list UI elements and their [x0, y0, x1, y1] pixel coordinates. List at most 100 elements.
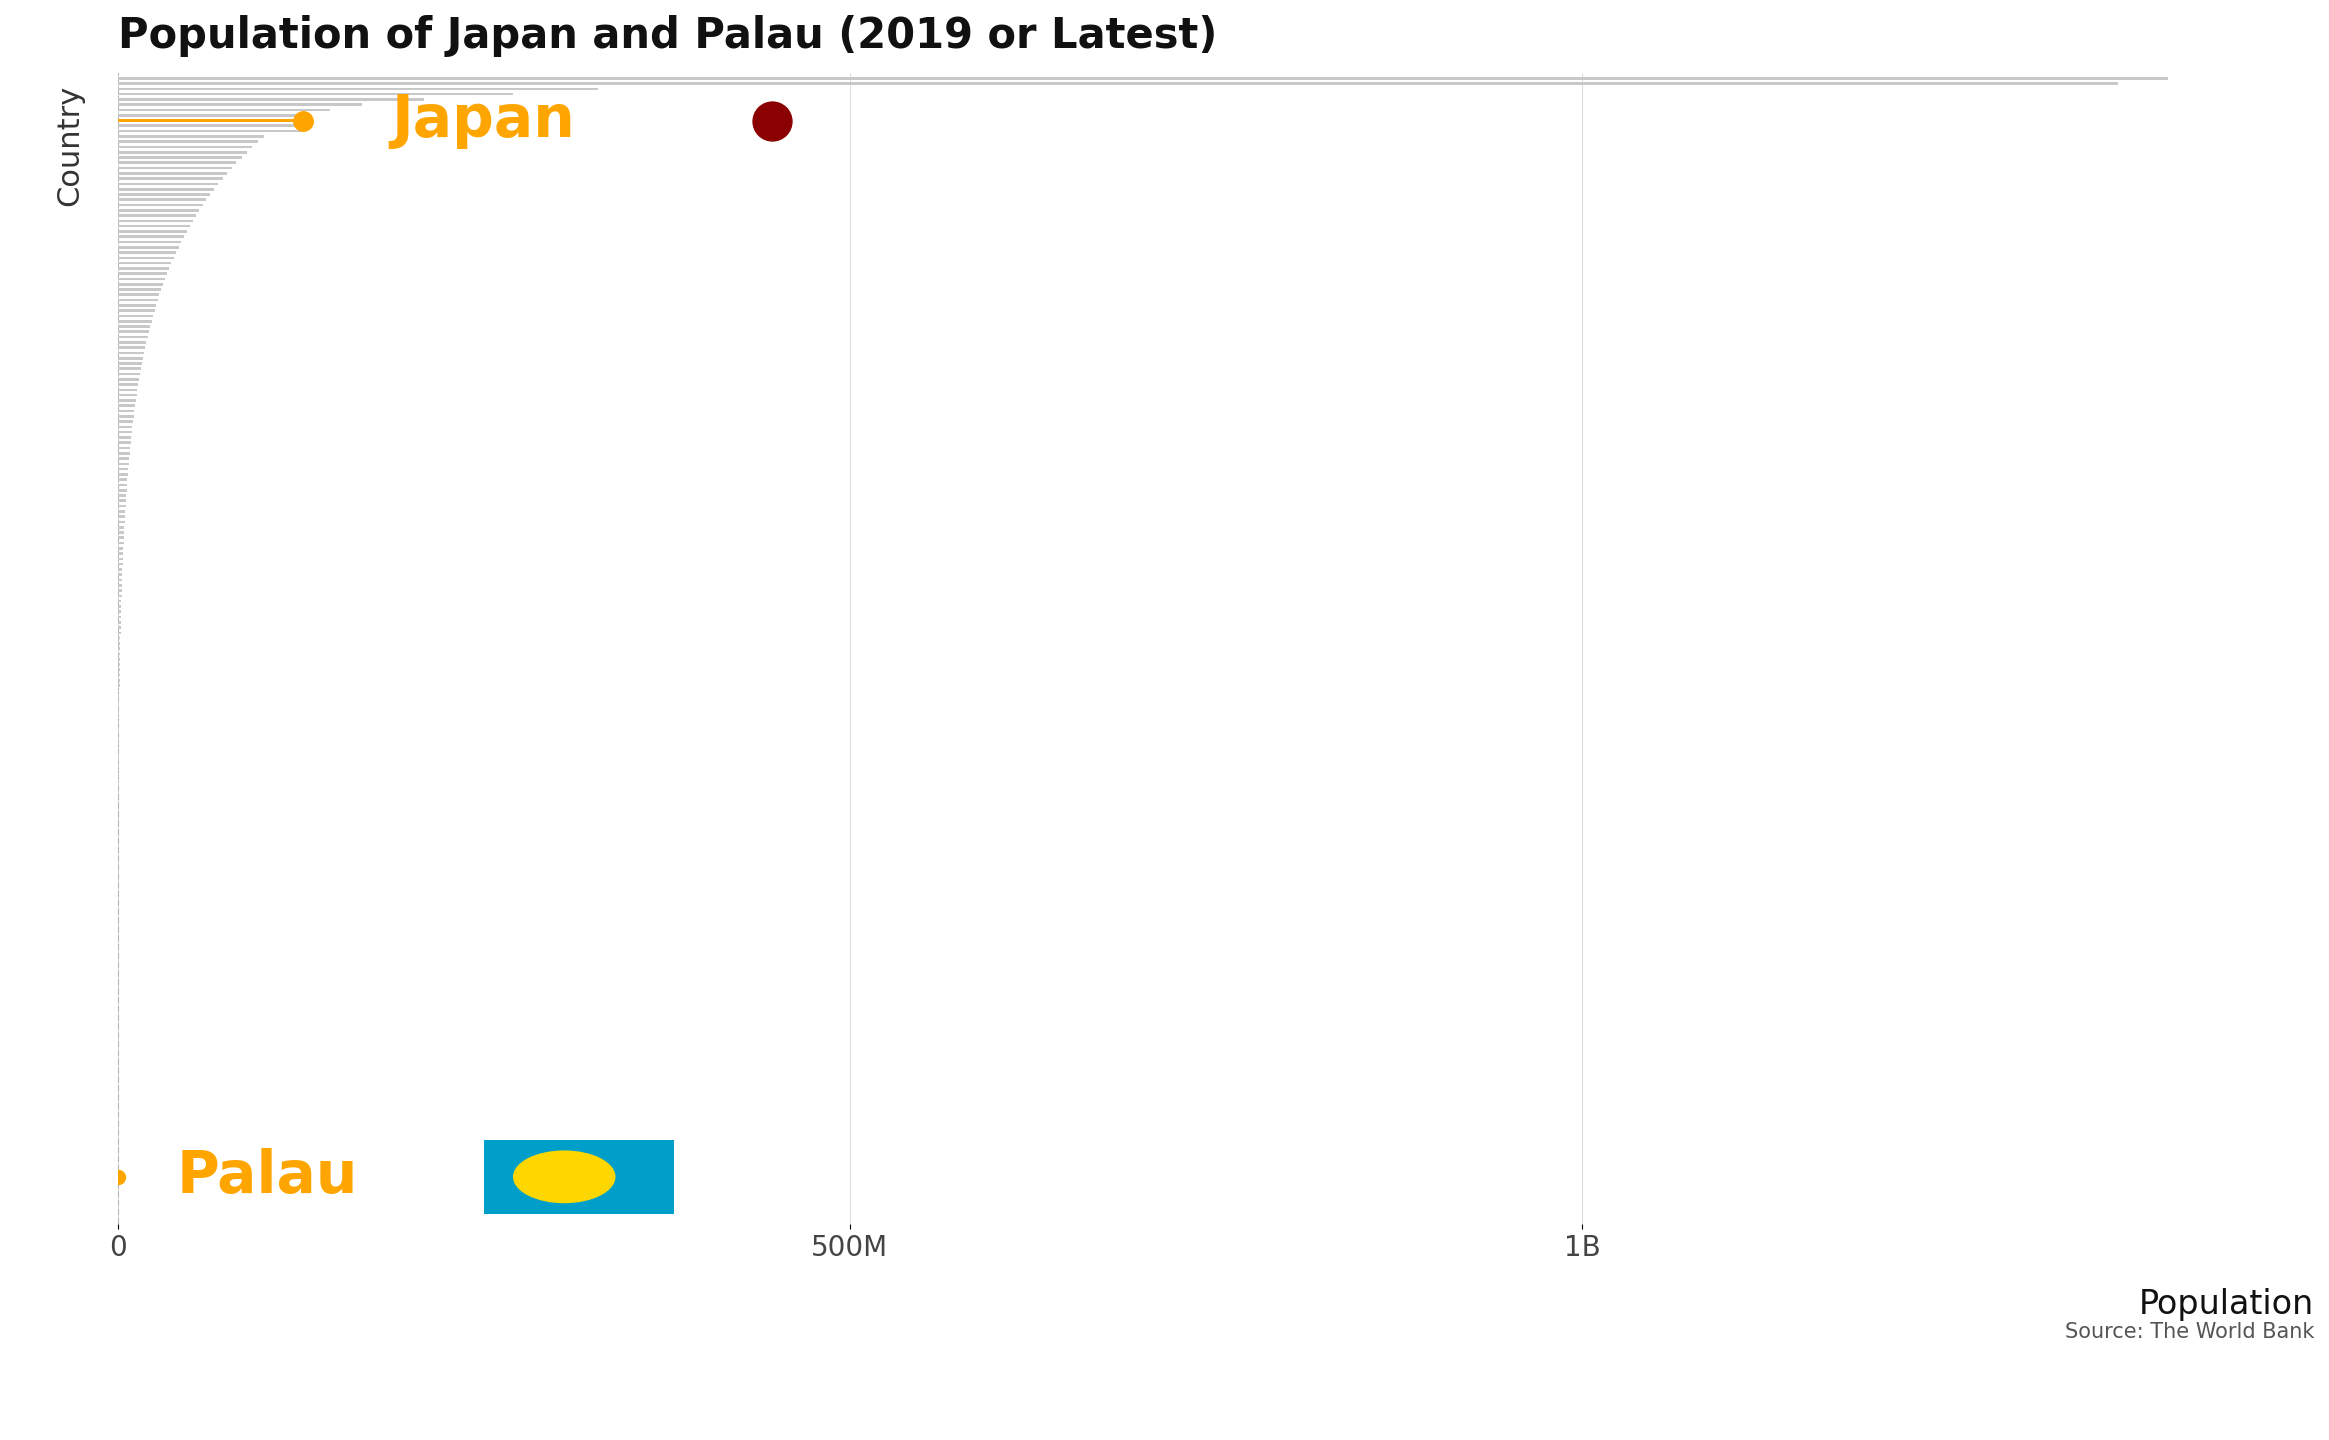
Text: Country: Country — [56, 85, 84, 206]
Bar — [119, 161, 238, 164]
Bar — [119, 521, 126, 523]
Bar — [119, 341, 147, 344]
Bar — [119, 379, 140, 380]
Bar — [119, 266, 170, 269]
Bar — [119, 346, 144, 348]
Bar — [119, 199, 207, 202]
Bar — [119, 310, 154, 312]
Bar — [119, 145, 252, 148]
Text: Japan: Japan — [391, 92, 575, 148]
Text: Population of Japan and Palau (2019 or Latest): Population of Japan and Palau (2019 or L… — [119, 14, 1218, 58]
Bar — [119, 605, 121, 608]
Bar — [119, 516, 126, 518]
Bar — [119, 325, 151, 328]
Bar — [119, 124, 303, 127]
Bar — [119, 209, 200, 212]
Bar — [119, 579, 121, 582]
Bar — [119, 187, 214, 190]
Bar — [119, 135, 263, 138]
Bar — [119, 262, 172, 265]
Bar — [119, 420, 133, 423]
Bar — [119, 600, 121, 602]
Text: Palau: Palau — [177, 1148, 359, 1205]
Bar — [119, 104, 363, 107]
Bar — [119, 251, 177, 253]
Bar — [119, 367, 142, 370]
Bar — [119, 436, 130, 439]
Bar — [119, 140, 259, 143]
Bar — [119, 336, 147, 338]
Bar — [119, 304, 156, 307]
Bar — [119, 156, 242, 158]
Bar — [119, 235, 184, 238]
Bar — [119, 642, 121, 645]
Bar — [119, 458, 128, 459]
Bar — [119, 452, 130, 455]
Bar — [119, 553, 123, 554]
Bar — [119, 616, 121, 618]
Bar — [119, 500, 126, 503]
Bar — [119, 361, 142, 364]
Bar — [119, 474, 128, 475]
Bar — [119, 621, 121, 624]
Bar — [119, 120, 305, 122]
Bar — [119, 256, 175, 259]
Bar — [119, 151, 247, 154]
Bar — [119, 632, 121, 634]
Bar — [119, 426, 133, 428]
Bar — [119, 415, 133, 418]
Bar — [119, 526, 123, 528]
Bar — [119, 246, 179, 249]
Bar — [119, 171, 226, 174]
Bar — [119, 219, 193, 222]
Bar — [119, 589, 121, 592]
Bar — [119, 225, 189, 228]
Bar — [119, 658, 121, 661]
Bar — [119, 98, 424, 101]
Bar — [119, 389, 137, 392]
Bar — [119, 537, 123, 539]
Bar — [119, 288, 161, 291]
Bar — [119, 183, 219, 186]
Bar — [119, 510, 126, 513]
Bar — [119, 547, 123, 550]
Bar — [119, 636, 121, 639]
Bar — [119, 351, 144, 354]
Bar — [119, 563, 123, 566]
Bar — [119, 490, 126, 491]
Bar — [119, 108, 331, 111]
Text: Source: The World Bank: Source: The World Bank — [2063, 1322, 2315, 1342]
Bar — [119, 203, 203, 206]
Bar — [119, 167, 231, 170]
Bar — [119, 294, 158, 297]
Bar — [119, 272, 168, 275]
Bar — [119, 314, 154, 317]
Bar — [119, 648, 121, 649]
Bar — [119, 611, 121, 613]
Bar — [119, 373, 140, 376]
Bar — [119, 505, 126, 507]
Bar — [119, 431, 133, 433]
Bar — [119, 92, 512, 95]
Bar — [119, 88, 599, 91]
Bar — [119, 442, 130, 444]
Bar — [119, 484, 128, 487]
Bar — [119, 478, 128, 481]
Ellipse shape — [512, 1151, 615, 1204]
Bar — [119, 395, 137, 396]
Text: Population: Population — [2138, 1287, 2315, 1320]
Bar — [119, 76, 2168, 79]
Bar — [119, 446, 130, 449]
Bar — [119, 626, 121, 629]
Bar — [119, 278, 165, 281]
Bar — [119, 298, 158, 301]
Bar — [119, 585, 121, 586]
Bar — [119, 652, 121, 655]
Bar — [119, 573, 121, 576]
Bar — [119, 531, 123, 534]
Bar — [119, 494, 126, 497]
Bar — [119, 114, 312, 117]
Bar — [119, 282, 163, 285]
Bar — [119, 383, 137, 386]
Bar — [119, 130, 303, 132]
